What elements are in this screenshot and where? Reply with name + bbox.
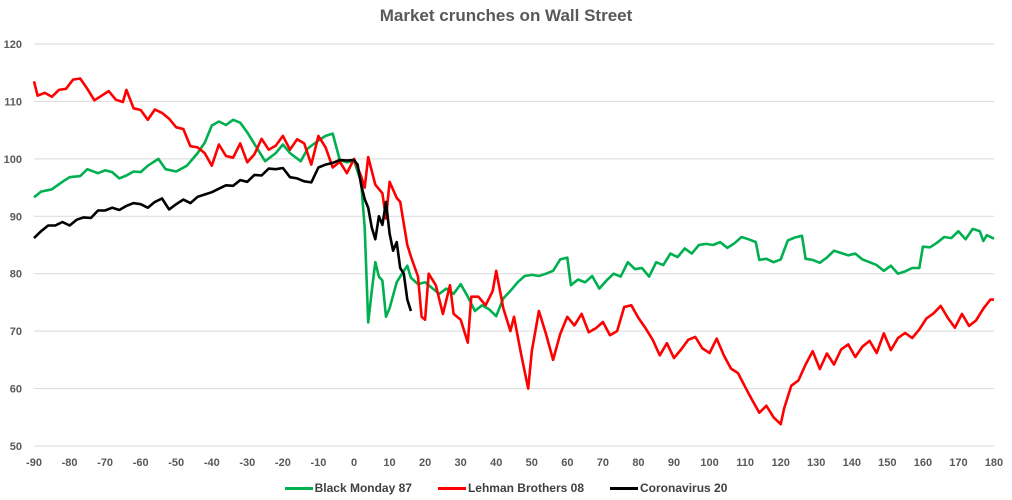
x-axis-ticks: -90 -80 -70 -60 -50 -40 -30 -20 -10 0 10 20 30 40 50 60… [26, 457, 1003, 469]
x-tick-label: 0 [351, 457, 357, 469]
x-tick-label: 120 [771, 457, 789, 469]
x-tick-label: 100 [700, 457, 718, 469]
y-tick-label: 60 [10, 384, 22, 396]
x-tick-label: 30 [455, 457, 467, 469]
x-tick-label: -80 [62, 457, 78, 469]
y-tick-label: 50 [10, 441, 22, 453]
legend-label: Black Monday 87 [314, 481, 412, 495]
y-tick-label: 80 [10, 269, 22, 281]
x-tick-label: 20 [419, 457, 431, 469]
x-tick-label: 70 [597, 457, 609, 469]
y-tick-label: 70 [10, 326, 22, 338]
x-tick-label: -20 [275, 457, 291, 469]
x-tick-label: -70 [97, 457, 113, 469]
legend-item-black-monday[interactable]: Black Monday 87 [284, 481, 412, 495]
series-line-coronavirus-20 [33, 158, 413, 312]
legend: Black Monday 87 Lehman Brothers 08 Coron… [0, 481, 1012, 495]
x-tick-label: 160 [914, 457, 932, 469]
x-tick-label: -90 [26, 457, 42, 469]
series-line-black-monday-87 [33, 118, 995, 324]
x-tick-label: 90 [668, 457, 680, 469]
x-tick-label: -30 [239, 457, 255, 469]
legend-swatch-black [610, 486, 639, 490]
series-line-lehman-brothers-08 [32, 77, 994, 426]
x-tick-label: 130 [807, 457, 825, 469]
x-tick-label: 40 [490, 457, 502, 469]
legend-swatch-red [437, 486, 466, 490]
y-tick-label: 90 [10, 211, 22, 223]
x-tick-label: -40 [204, 457, 220, 469]
y-axis-ticks: 50 60 70 80 90 100 110 120 [4, 39, 22, 453]
y-tick-label: 120 [4, 39, 22, 51]
y-tick-label: 100 [4, 154, 22, 166]
series-lines [32, 77, 995, 426]
legend-label: Lehman Brothers 08 [467, 481, 585, 495]
x-tick-label: 50 [526, 457, 538, 469]
x-tick-label: 180 [985, 457, 1003, 469]
x-tick-label: 10 [383, 457, 395, 469]
x-tick-label: 110 [736, 457, 754, 469]
x-tick-label: 150 [878, 457, 896, 469]
x-tick-label: 60 [561, 457, 573, 469]
x-tick-label: -60 [133, 457, 149, 469]
legend-item-coronavirus[interactable]: Coronavirus 20 [610, 481, 727, 495]
x-tick-label: 140 [843, 457, 861, 469]
x-tick-label: 80 [632, 457, 644, 469]
legend-label: Coronavirus 20 [640, 481, 728, 495]
legend-item-lehman[interactable]: Lehman Brothers 08 [437, 481, 585, 495]
y-tick-label: 110 [4, 96, 22, 108]
gridlines [34, 43, 994, 447]
x-tick-label: -50 [168, 457, 184, 469]
x-tick-label: 170 [949, 457, 967, 469]
chart-title: Market crunches on Wall Street [379, 6, 633, 25]
legend-swatch-green [284, 486, 313, 490]
x-tick-label: -10 [310, 457, 326, 469]
